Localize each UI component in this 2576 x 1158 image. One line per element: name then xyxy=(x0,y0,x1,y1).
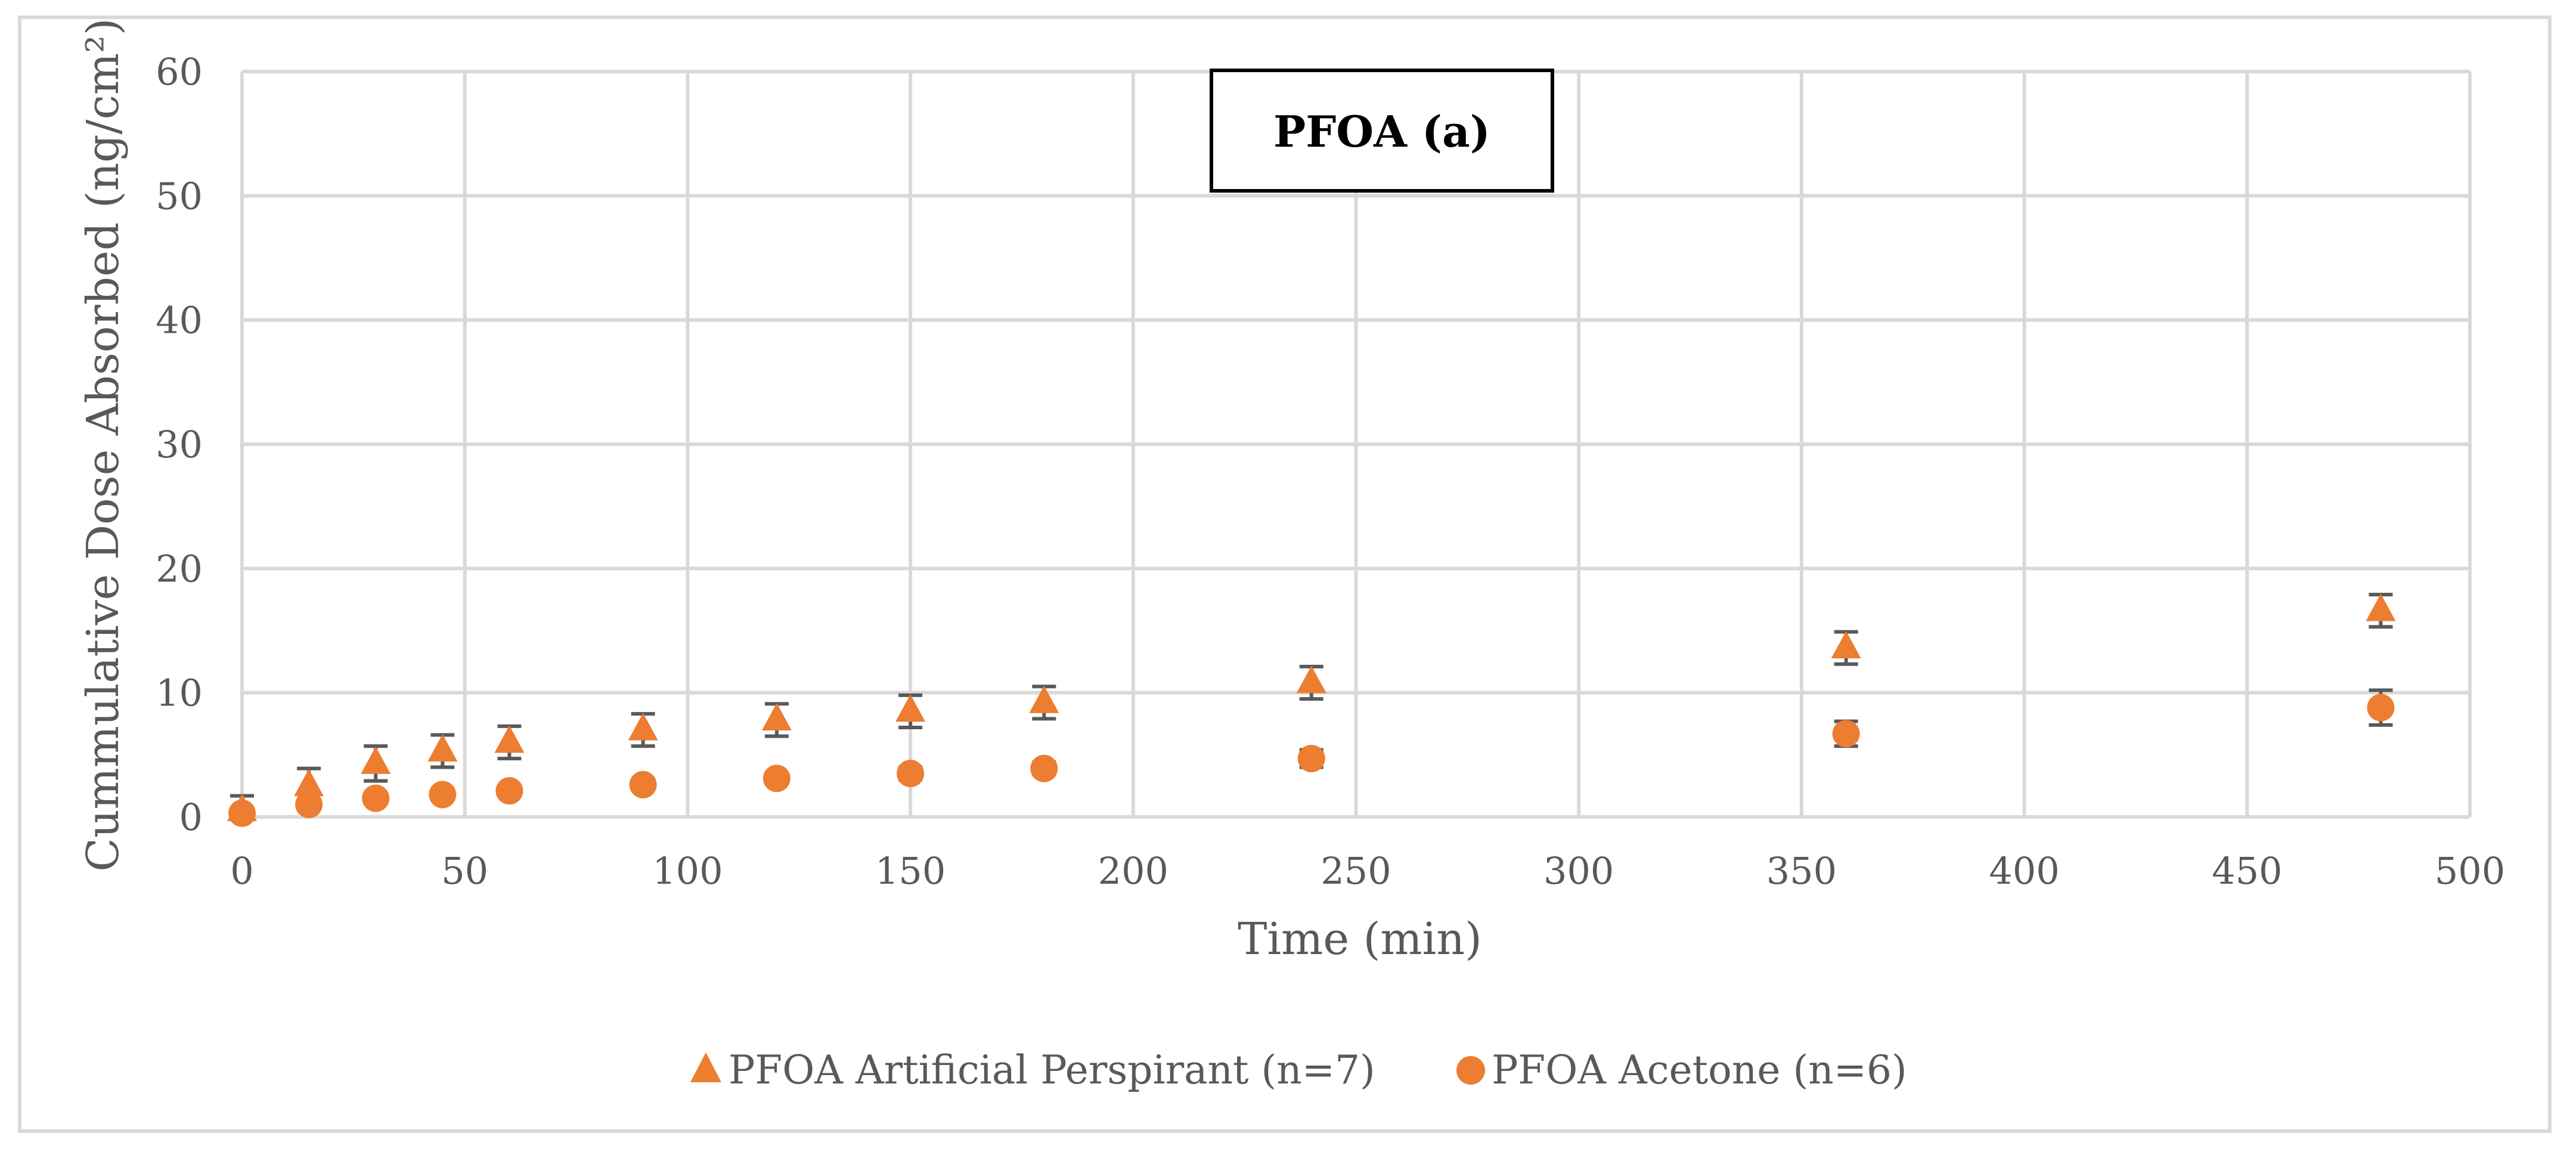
y-tick-label: 20 xyxy=(156,547,203,590)
data-point-triangle xyxy=(628,713,658,741)
y-tick-label: 10 xyxy=(156,671,203,715)
chart-frame xyxy=(18,16,2552,1133)
x-tick-label: 450 xyxy=(2212,849,2282,893)
y-tick-label: 0 xyxy=(179,795,203,839)
y-tick-label: 40 xyxy=(156,299,203,342)
data-point-triangle xyxy=(294,769,324,797)
x-tick-label: 250 xyxy=(1320,849,1391,893)
data-point-circle xyxy=(228,799,256,827)
y-tick-label: 30 xyxy=(156,423,203,466)
y-axis-title: Cummulative Dose Absorbed (ng/cm²) xyxy=(78,18,129,872)
data-point-circle xyxy=(1297,745,1325,773)
data-point-circle xyxy=(897,760,925,788)
x-tick-label: 400 xyxy=(1989,849,2059,893)
series-acetone xyxy=(228,688,2395,827)
legend-label-acetone: PFOA Acetone (n=6) xyxy=(1492,1047,1907,1093)
tick-labels: 0 50 100 150 200 250 300 350 400 450 500 0 10 20 30 40 5… xyxy=(156,50,2505,893)
data-point-circle xyxy=(295,791,323,819)
x-tick-label: 350 xyxy=(1766,849,1837,893)
chart-title: PFOA (a) xyxy=(1273,106,1490,157)
series-artificial-perspirant xyxy=(227,593,2396,822)
data-point-triangle xyxy=(427,734,458,762)
data-point-triangle xyxy=(895,694,926,722)
x-tick-label: 200 xyxy=(1098,849,1168,893)
x-axis-title: Time (min) xyxy=(1238,914,1482,965)
data-point-circle xyxy=(1832,720,1860,748)
data-point-triangle xyxy=(494,725,525,753)
data-series xyxy=(227,593,2396,827)
data-point-triangle xyxy=(1029,685,1059,713)
y-tick-label: 50 xyxy=(156,174,203,218)
legend-marker-circle xyxy=(1456,1056,1485,1085)
data-point-triangle xyxy=(2366,593,2396,621)
legend: PFOA Artificial Perspirant (n=7) PFOA Ac… xyxy=(690,1047,1907,1093)
data-point-circle xyxy=(629,770,657,798)
data-point-circle xyxy=(495,777,523,805)
data-point-circle xyxy=(1030,754,1058,782)
chart-title-border xyxy=(1210,69,1554,193)
x-tick-label: 150 xyxy=(875,849,946,893)
data-point-triangle xyxy=(761,702,792,730)
x-tick-label: 300 xyxy=(1543,849,1614,893)
data-point-circle xyxy=(362,784,390,812)
data-point-triangle xyxy=(1831,631,1861,659)
data-point-circle xyxy=(762,764,791,792)
data-point-triangle xyxy=(1296,665,1326,693)
legend-label-artificial-perspirant: PFOA Artificial Perspirant (n=7) xyxy=(729,1047,1375,1093)
legend-marker-triangle xyxy=(690,1052,721,1082)
data-point-circle xyxy=(2367,693,2395,722)
y-tick-label: 60 xyxy=(156,50,203,94)
x-tick-label: 100 xyxy=(652,849,723,893)
x-tick-label: 50 xyxy=(441,849,488,893)
x-tick-label: 0 xyxy=(230,849,253,893)
data-point-triangle xyxy=(361,746,391,774)
x-tick-label: 500 xyxy=(2435,849,2505,893)
data-point-circle xyxy=(429,781,457,809)
chart-title-box: PFOA (a) xyxy=(1210,69,1554,193)
